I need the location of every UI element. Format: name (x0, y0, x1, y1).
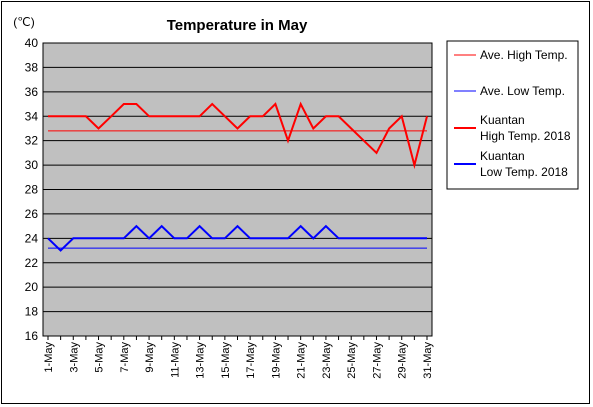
x-tick-label: 29-May (397, 342, 409, 379)
y-tick-label: 38 (25, 60, 39, 74)
y-tick-label: 34 (25, 109, 39, 123)
x-tick-label: 27-May (371, 342, 383, 379)
y-tick-label: 40 (25, 36, 39, 50)
y-tick-label: 28 (25, 183, 39, 197)
y-tick-label: 30 (25, 158, 39, 172)
legend-label-1: Ave. Low Temp. (480, 84, 565, 98)
series-lines (47, 101, 428, 252)
legend-label-0: Ave. High Temp. (480, 48, 568, 62)
y-tick-label: 24 (25, 231, 39, 245)
x-tick-label: 21-May (296, 342, 308, 379)
legend-label-3: Kuantan (480, 149, 525, 163)
y-tick-label: 32 (25, 134, 39, 148)
legend-label-2: High Temp. 2018 (480, 129, 571, 143)
x-tick-label: 17-May (245, 342, 257, 379)
series-line-3 (47, 224, 427, 252)
y-axis-ticks: 40 38 36 34 32 30 28 26 24 22 20 18 16 (25, 36, 39, 343)
x-tick-label: 3-May (68, 342, 80, 373)
x-tick-label: 23-May (321, 342, 333, 379)
y-tick-label: 20 (25, 280, 39, 294)
x-tick-label: 19-May (270, 342, 282, 379)
x-tick-label: 25-May (346, 342, 358, 379)
y-axis-unit: (℃) (13, 15, 34, 29)
x-tick-label: 11-May (169, 342, 181, 378)
y-tick-label: 18 (25, 305, 39, 319)
legend-label-2: Kuantan (480, 113, 525, 127)
x-tick-label: 7-May (119, 342, 131, 373)
x-tick-label: 13-May (195, 342, 207, 379)
y-tick-label: 36 (25, 85, 39, 99)
y-tick-label: 22 (25, 256, 39, 270)
legend: Ave. High Temp. Ave. Low Temp. Kuantan High… (454, 48, 571, 179)
x-tick-label: 5-May (94, 342, 106, 373)
y-tick-label: 26 (25, 207, 39, 221)
x-tick-label: 15-May (220, 342, 232, 379)
legend-label-3: Low Temp. 2018 (480, 165, 568, 179)
x-tick-label: 1-May (43, 342, 55, 373)
x-tick-label: 31-May (422, 342, 434, 379)
chart-title: Temperature in May (167, 17, 308, 34)
y-tick-label: 16 (25, 329, 39, 343)
x-axis-ticks: 1-May 3-May 5-May 7-May 9-May 11-May 13-May 15-… (43, 336, 434, 379)
x-tick-label: 9-May (144, 342, 156, 373)
series-line-2 (48, 101, 428, 170)
